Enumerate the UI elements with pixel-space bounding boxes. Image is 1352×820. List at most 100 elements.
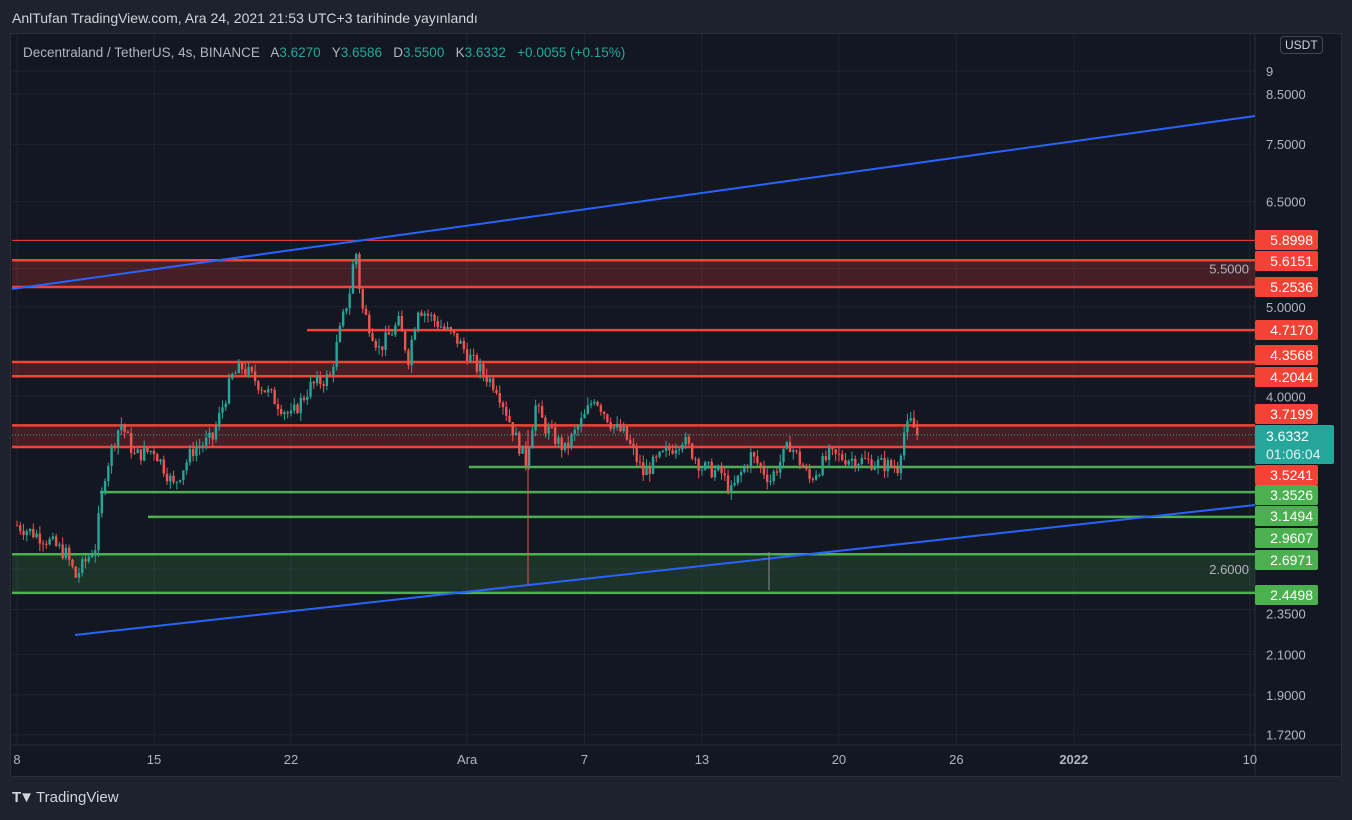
candle-body <box>32 528 35 538</box>
candle-body <box>116 430 120 447</box>
candle-body <box>814 475 818 480</box>
candle-body <box>469 354 472 362</box>
candle-body <box>48 538 51 545</box>
candle-body <box>306 396 309 400</box>
candle-body <box>84 559 87 562</box>
candle-body <box>175 481 179 483</box>
candle-body <box>332 366 335 375</box>
candle-body <box>312 381 316 384</box>
candle-body <box>407 350 410 366</box>
candle-body <box>126 431 130 434</box>
zone-red <box>12 260 1255 287</box>
low-value: 3.5500 <box>403 45 445 60</box>
candle-body <box>632 443 635 449</box>
chart-frame[interactable] <box>10 33 1342 777</box>
candle-body <box>593 401 596 404</box>
candle-body <box>15 525 19 527</box>
currency-button[interactable]: USDT <box>1280 36 1323 54</box>
candle-body <box>606 414 609 423</box>
candle-body <box>97 513 100 551</box>
candle-body <box>537 405 541 407</box>
candle-body <box>501 402 505 408</box>
publish-title: AnlTufan TradingView.com, Ara 24, 2021 2… <box>12 10 478 26</box>
candle-body <box>694 458 697 460</box>
candle-body <box>642 462 645 476</box>
candle-body <box>625 426 629 440</box>
candle-body <box>619 423 622 432</box>
candle-body <box>41 543 45 545</box>
candle-body <box>390 334 394 336</box>
price-label-text: 3.5241 <box>1270 467 1313 483</box>
candle-body <box>870 459 873 470</box>
time-tick-label: 20 <box>832 752 846 767</box>
candle-body <box>615 423 619 428</box>
candle-body <box>730 485 733 493</box>
price-tick-label: 2.3500 <box>1266 607 1306 622</box>
candle-body <box>834 449 837 454</box>
candle-body <box>580 418 583 427</box>
candle-body <box>110 446 113 467</box>
price-label-badge <box>1255 230 1318 250</box>
candle-body <box>237 363 240 374</box>
candle-body <box>319 375 322 385</box>
time-tick-label: 22 <box>284 752 298 767</box>
candle-body <box>847 460 850 465</box>
ohlc-legend: Decentraland / TetherUS, 4s, BINANCE A 3.… <box>23 45 625 60</box>
price-tick-label: 2.6000 <box>1209 562 1249 577</box>
candle-body <box>782 448 785 462</box>
candle-body <box>387 332 391 335</box>
candle-body <box>263 390 267 393</box>
price-tick-label: 8.5000 <box>1266 87 1306 102</box>
candle-body <box>51 536 55 539</box>
price-label-badge <box>1255 367 1318 387</box>
candle-body <box>661 450 665 452</box>
candle-body <box>351 264 355 294</box>
price-tick-label: 1.7200 <box>1266 728 1306 743</box>
candle-body <box>100 492 104 514</box>
candle-body <box>854 458 857 468</box>
candle-body <box>511 422 514 436</box>
time-tick-label: Ara <box>457 752 478 767</box>
candle-body <box>169 475 172 482</box>
candle-body <box>87 557 90 562</box>
candle-body <box>214 426 218 440</box>
candle-body <box>178 480 182 482</box>
price-label-badge <box>1255 251 1318 271</box>
candle-body <box>697 459 700 471</box>
candle-body <box>704 462 707 470</box>
candle-body <box>596 401 599 406</box>
candle-body <box>749 452 753 468</box>
open-label: A <box>270 45 280 60</box>
close-label: K <box>455 45 465 60</box>
candle-body <box>276 404 280 410</box>
candle-body <box>622 426 625 432</box>
candle-body <box>668 447 671 451</box>
candle-body <box>475 355 479 372</box>
candle-body <box>227 378 231 404</box>
candle-body <box>707 461 710 463</box>
tradingview-logo[interactable]: T▼ TradingView <box>12 789 119 806</box>
candle-body <box>172 475 175 483</box>
candle-body <box>19 525 22 531</box>
candle-body <box>113 446 117 448</box>
candle-body <box>488 378 492 383</box>
candle-body <box>139 449 143 461</box>
symbol-name[interactable]: Decentraland / TetherUS, 4s, BINANCE <box>23 45 260 60</box>
price-label-badge <box>1255 404 1318 424</box>
time-tick-label: 2022 <box>1059 752 1088 767</box>
candle-body <box>805 467 808 470</box>
candle-body <box>204 437 208 446</box>
candle-body <box>81 559 84 573</box>
price-label-text: 5.6151 <box>1270 253 1313 269</box>
candle-body <box>602 411 606 415</box>
candle-body <box>159 459 162 462</box>
candle-body <box>25 531 28 536</box>
price-tick-label: 9 <box>1266 64 1273 79</box>
candle-body <box>769 481 772 483</box>
candle-body <box>831 447 834 450</box>
candle-body <box>524 445 528 466</box>
candle-body <box>328 374 332 376</box>
candle-body <box>449 327 453 331</box>
candle-body <box>857 463 860 468</box>
